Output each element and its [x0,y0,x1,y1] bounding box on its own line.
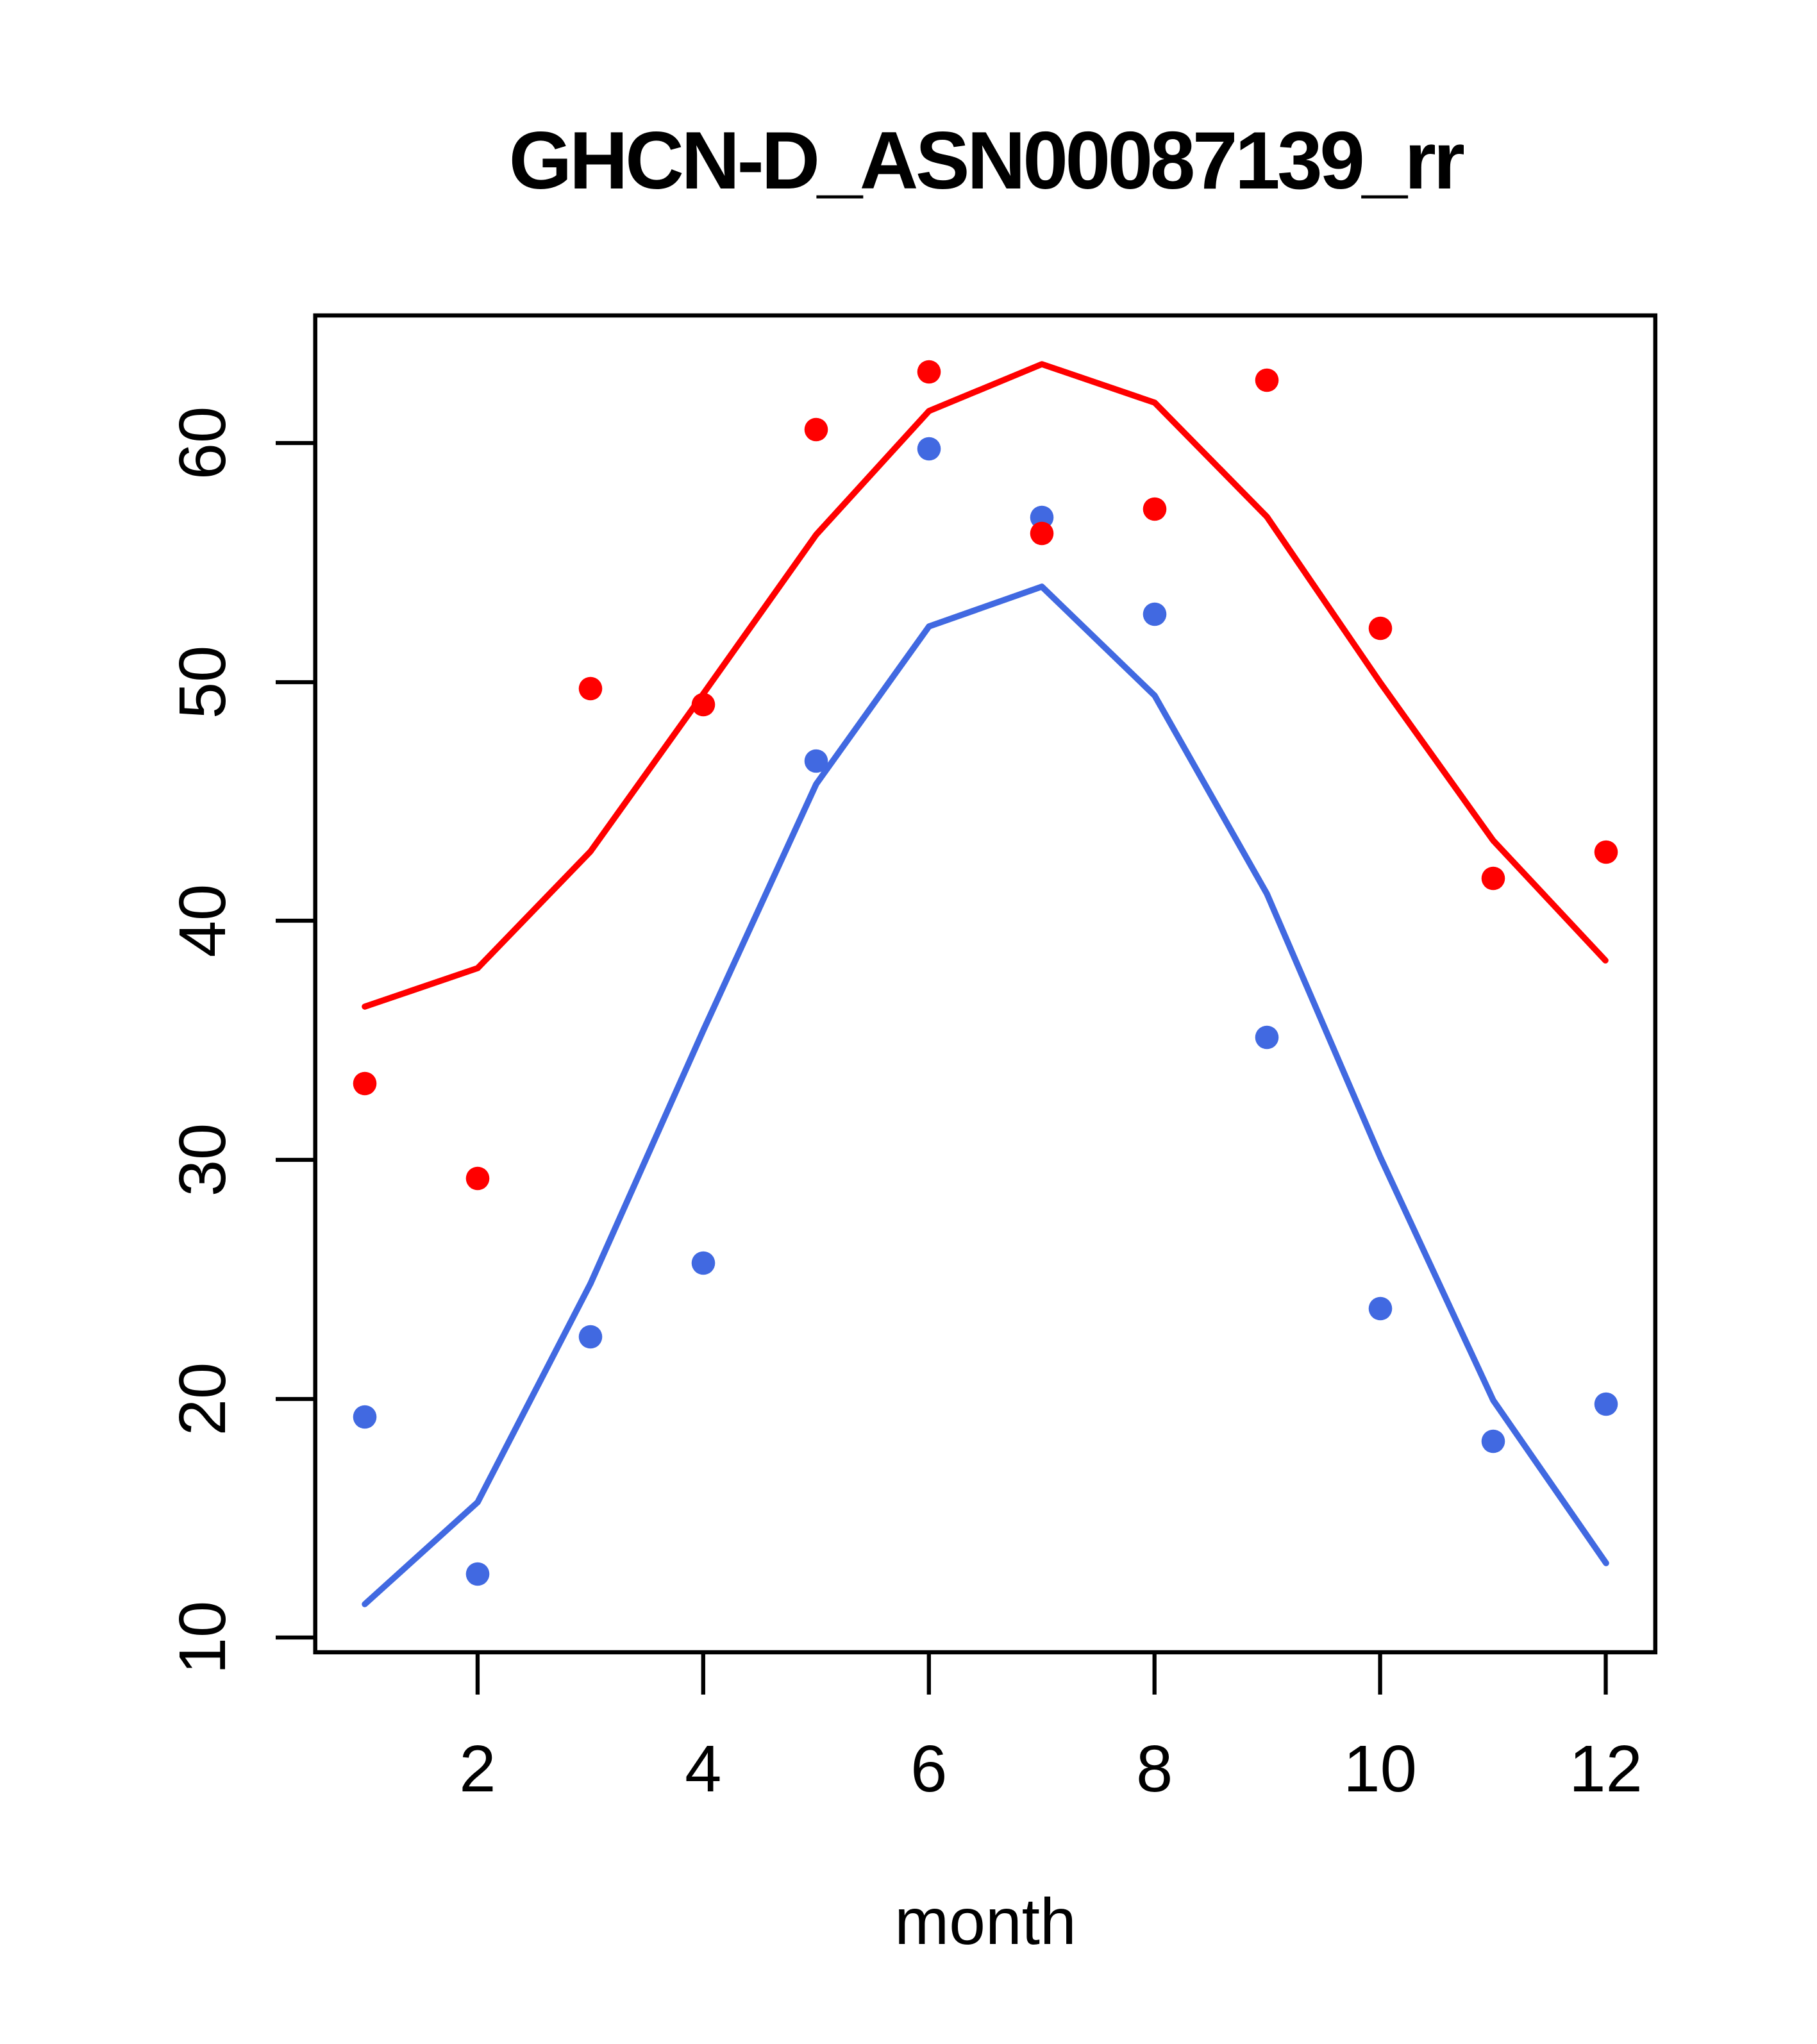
svg-text:10: 10 [165,1601,239,1675]
svg-text:30: 30 [165,1123,239,1197]
svg-text:month: month [894,1885,1076,1958]
svg-text:10: 10 [1343,1732,1417,1805]
svg-text:2: 2 [459,1732,496,1805]
svg-text:20: 20 [165,1362,239,1436]
svg-text:40: 40 [165,884,239,958]
svg-text:12: 12 [1569,1732,1643,1805]
svg-text:GHCN-D_ASN00087139_rr: GHCN-D_ASN00087139_rr [509,115,1464,206]
svg-text:8: 8 [1136,1732,1173,1805]
svg-text:50: 50 [165,646,239,719]
svg-text:4: 4 [685,1732,721,1805]
svg-text:60: 60 [165,406,239,480]
svg-text:6: 6 [910,1732,947,1805]
